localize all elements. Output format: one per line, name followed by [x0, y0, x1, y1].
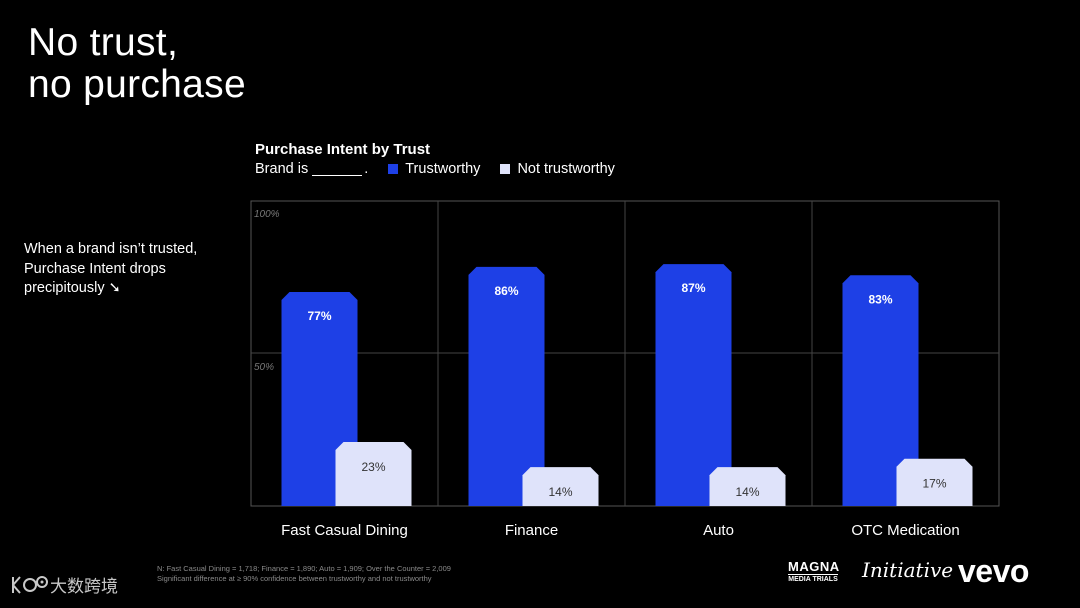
magna-logo-top: MAGNA — [788, 559, 840, 574]
legend-swatch-not-trustworthy — [500, 164, 511, 174]
data-label-trustworthy: 87% — [681, 281, 705, 295]
y-tick-label: 50% — [254, 362, 274, 373]
magna-logo-bottom: MEDIA TRIALS — [788, 574, 838, 583]
legend-item-trustworthy: Trustworthy — [388, 161, 480, 177]
data-label-trustworthy: 77% — [307, 309, 331, 323]
data-label-trustworthy: 86% — [494, 284, 518, 298]
category-label: Finance — [505, 522, 558, 539]
bar-not-trustworthy — [522, 467, 599, 506]
category-label: OTC Medication — [851, 522, 959, 539]
chart-title: Purchase Intent by Trust — [255, 141, 431, 158]
side-note: When a brand isn’t trusted, Purchase Int… — [24, 241, 198, 296]
legend-label-trustworthy: Trustworthy — [405, 161, 481, 177]
legend-prefix: Brand is — [255, 161, 309, 177]
data-label-trustworthy: 83% — [868, 292, 892, 306]
data-label-not-trustworthy: 14% — [548, 485, 572, 499]
legend-blank-line — [312, 162, 363, 176]
legend-label-not-trustworthy: Not trustworthy — [517, 161, 615, 177]
category-label: Fast Casual Dining — [281, 522, 408, 539]
bar-not-trustworthy — [709, 467, 786, 506]
initiative-logo: Initiative — [862, 558, 954, 582]
magna-logo: MAGNA MEDIA TRIALS — [788, 559, 840, 583]
watermark: 大数跨境 — [10, 572, 118, 597]
bar-trustworthy — [842, 275, 919, 506]
legend-item-not-trustworthy: Not trustworthy — [500, 161, 615, 177]
slide-title-line-1: No trust, — [28, 21, 179, 64]
slide-title-line-2: no purchase — [28, 63, 246, 106]
bar-trustworthy — [468, 266, 545, 506]
data-label-not-trustworthy: 14% — [735, 485, 759, 499]
bar-not-trustworthy — [335, 442, 412, 506]
legend-suffix: . — [364, 161, 369, 177]
data-label-not-trustworthy: 17% — [922, 477, 946, 491]
watermark-text: 大数跨境 — [50, 577, 118, 596]
data-label-not-trustworthy: 23% — [361, 460, 385, 474]
bar-not-trustworthy — [896, 458, 973, 506]
footnote: N: Fast Casual Dining = 1,718; Finance =… — [157, 564, 451, 584]
footnote-line-1: N: Fast Casual Dining = 1,718; Finance =… — [157, 564, 451, 573]
chart-legend: Brand is . Trustworthy Not trustworthy — [255, 161, 615, 177]
footnote-line-2: Significant difference at ≥ 90% confiden… — [157, 574, 432, 583]
y-tick-label: 100% — [254, 209, 280, 220]
category-label: Auto — [703, 522, 734, 539]
kiddie-face-icon — [12, 575, 48, 594]
bar-trustworthy — [655, 264, 732, 506]
vevo-logo: vevo — [958, 553, 1029, 589]
slide-title: No trust, no purchase — [28, 22, 246, 106]
legend-swatch-trustworthy — [388, 164, 399, 174]
